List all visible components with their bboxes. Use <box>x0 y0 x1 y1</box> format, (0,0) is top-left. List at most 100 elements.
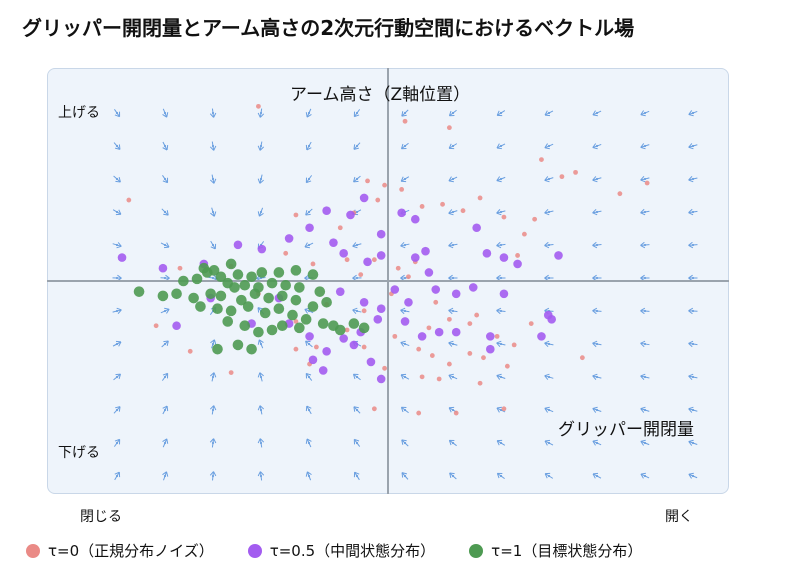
point-tau0 <box>453 410 459 416</box>
vector-arrow <box>112 209 122 216</box>
chart-svg <box>47 68 729 494</box>
vector-arrow <box>162 438 169 448</box>
vector-arrow <box>160 242 170 249</box>
point-tau05 <box>233 240 243 250</box>
point-tau05 <box>305 223 314 233</box>
vector-arrow <box>161 340 169 348</box>
vector-arrow <box>544 110 554 117</box>
point-tau1 <box>317 318 329 329</box>
point-tau0 <box>416 346 422 352</box>
point-tau0 <box>426 325 432 331</box>
vector-arrow <box>209 372 217 382</box>
vector-arrow <box>640 439 650 446</box>
legend-item-tau0[interactable]: τ=0（正規分布ノイズ） <box>26 540 214 561</box>
point-tau0 <box>382 182 387 188</box>
vector-arrow <box>209 174 217 184</box>
point-tau05 <box>376 251 386 260</box>
point-tau1 <box>222 316 234 327</box>
point-tau05 <box>417 332 427 341</box>
point-tau0 <box>532 216 538 222</box>
point-tau05 <box>434 327 444 337</box>
point-tau0 <box>187 348 193 354</box>
vector-arrow <box>401 109 409 117</box>
vector-arrow <box>353 175 361 183</box>
point-tau1 <box>195 301 206 312</box>
vector-arrow <box>353 438 361 447</box>
y-axis-title: アーム高さ（Z軸位置） <box>290 85 471 105</box>
vector-arrow <box>305 405 312 415</box>
point-tau0 <box>293 212 299 218</box>
point-tau0 <box>511 342 517 348</box>
point-tau0 <box>467 321 473 326</box>
point-tau0 <box>293 319 299 324</box>
vector-arrow <box>688 143 698 150</box>
vector-arrow <box>496 340 506 347</box>
point-tau05 <box>376 304 386 313</box>
vector-arrow <box>496 176 506 183</box>
vector-arrow <box>688 373 698 381</box>
point-tau0 <box>344 257 350 263</box>
vector-arrow <box>496 307 506 315</box>
point-tau05 <box>284 234 294 243</box>
legend-item-tau1[interactable]: τ=1（目標状態分布） <box>469 540 642 561</box>
vector-arrow <box>592 406 602 413</box>
point-tau05 <box>329 238 338 247</box>
vector-arrow <box>161 208 169 216</box>
vector-arrow <box>113 406 121 414</box>
point-tau0 <box>644 180 650 186</box>
vector-arrow <box>688 274 698 282</box>
vector-arrow <box>352 307 362 314</box>
point-tau05 <box>376 374 386 384</box>
vector-arrow <box>688 439 698 446</box>
vector-arrow <box>400 340 410 347</box>
point-tau1 <box>178 275 189 287</box>
vector-arrow <box>257 438 265 448</box>
vector-arrow <box>640 208 650 216</box>
point-tau0 <box>358 272 364 278</box>
vector-arrow <box>496 110 506 117</box>
vector-arrow <box>305 108 312 118</box>
point-tau1 <box>242 301 254 312</box>
vector-arrow <box>353 471 360 481</box>
point-tau05 <box>335 287 345 296</box>
vector-arrow <box>113 373 121 381</box>
point-tau05 <box>482 249 492 258</box>
vector-arrow <box>544 340 554 348</box>
vector-arrow <box>592 176 602 183</box>
axes <box>47 68 729 494</box>
vector-arrow <box>304 242 314 249</box>
vector-arrow <box>112 340 122 347</box>
vector-arrow <box>448 143 458 150</box>
point-tau0 <box>467 351 473 356</box>
x-right-label: 開く <box>665 509 693 525</box>
vector-arrow <box>592 208 602 216</box>
vector-arrow <box>688 472 698 479</box>
vector-arrow <box>257 471 265 481</box>
point-tau1 <box>321 297 332 308</box>
point-tau1 <box>215 290 227 302</box>
point-tau05 <box>339 249 348 258</box>
point-tau1 <box>334 324 346 336</box>
vector-arrow <box>496 472 505 480</box>
point-tau0 <box>477 195 483 201</box>
vector-arrow <box>448 176 458 183</box>
vector-arrow <box>305 438 312 448</box>
point-tau05 <box>451 289 461 299</box>
point-tau1 <box>171 288 182 300</box>
point-tau05 <box>397 208 406 218</box>
point-tau0 <box>344 327 350 333</box>
point-tau05 <box>363 257 372 267</box>
point-tau05 <box>257 244 267 254</box>
vector-arrow <box>592 274 602 282</box>
vector-arrow <box>305 372 313 381</box>
point-tau0 <box>429 353 435 358</box>
point-tau05 <box>373 315 383 324</box>
point-tau0 <box>228 370 234 375</box>
point-tau0 <box>365 178 370 184</box>
point-tau0 <box>504 363 510 369</box>
point-tau1 <box>307 269 319 280</box>
point-tau1 <box>259 307 271 319</box>
point-tau1 <box>287 309 298 321</box>
vector-arrow <box>210 339 217 349</box>
legend-item-tau05[interactable]: τ=0.5（中間状態分布） <box>247 540 435 561</box>
